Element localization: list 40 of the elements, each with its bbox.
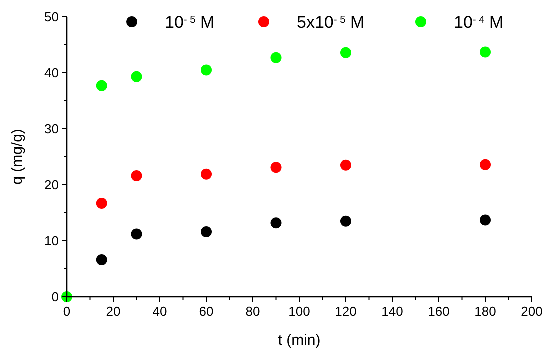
y-tick-label: 0	[52, 290, 59, 304]
x-tick-label: 140	[382, 304, 404, 319]
point	[131, 71, 142, 82]
point	[340, 47, 352, 58]
point	[201, 64, 212, 76]
point	[201, 226, 212, 238]
x-tick-label: 0	[63, 304, 71, 319]
point	[480, 159, 491, 170]
legend-label: 10$^{- 5}$ M	[165, 13, 215, 32]
point	[131, 228, 142, 240]
point	[131, 170, 142, 182]
x-tick-label: 60	[199, 304, 214, 319]
point	[96, 198, 108, 209]
y-tick-label: 10	[44, 234, 59, 248]
point	[480, 214, 491, 226]
point	[340, 160, 352, 171]
x-tick-label: 160	[428, 304, 450, 319]
x-tick-label: 20	[106, 304, 121, 319]
x-tick-label: 100	[288, 304, 310, 319]
point	[270, 162, 282, 174]
y-tick-label: 20	[44, 178, 59, 192]
x-tick-label: 180	[474, 304, 496, 319]
y-tick-label: 30	[44, 122, 59, 136]
point	[96, 80, 108, 92]
x-tick-label: 120	[335, 304, 357, 319]
x-axis-title: t (min)	[278, 332, 321, 349]
point	[340, 216, 352, 227]
legend-label: 10$^{- 4}$ M	[454, 13, 504, 32]
x-tick-label: 40	[152, 304, 168, 319]
point	[270, 218, 282, 229]
x-tick-label: 80	[246, 304, 260, 319]
point	[201, 168, 212, 180]
point	[96, 254, 108, 266]
y-tick-label: 50	[44, 10, 59, 24]
x-tick-label: 200	[521, 304, 543, 319]
point	[480, 46, 491, 58]
legend-label: 5x10$^{- 5}$ M	[297, 13, 365, 32]
y-axis-title: q (mg/g)	[9, 129, 26, 185]
y-tick-label: 40	[44, 66, 59, 80]
point	[270, 52, 282, 64]
